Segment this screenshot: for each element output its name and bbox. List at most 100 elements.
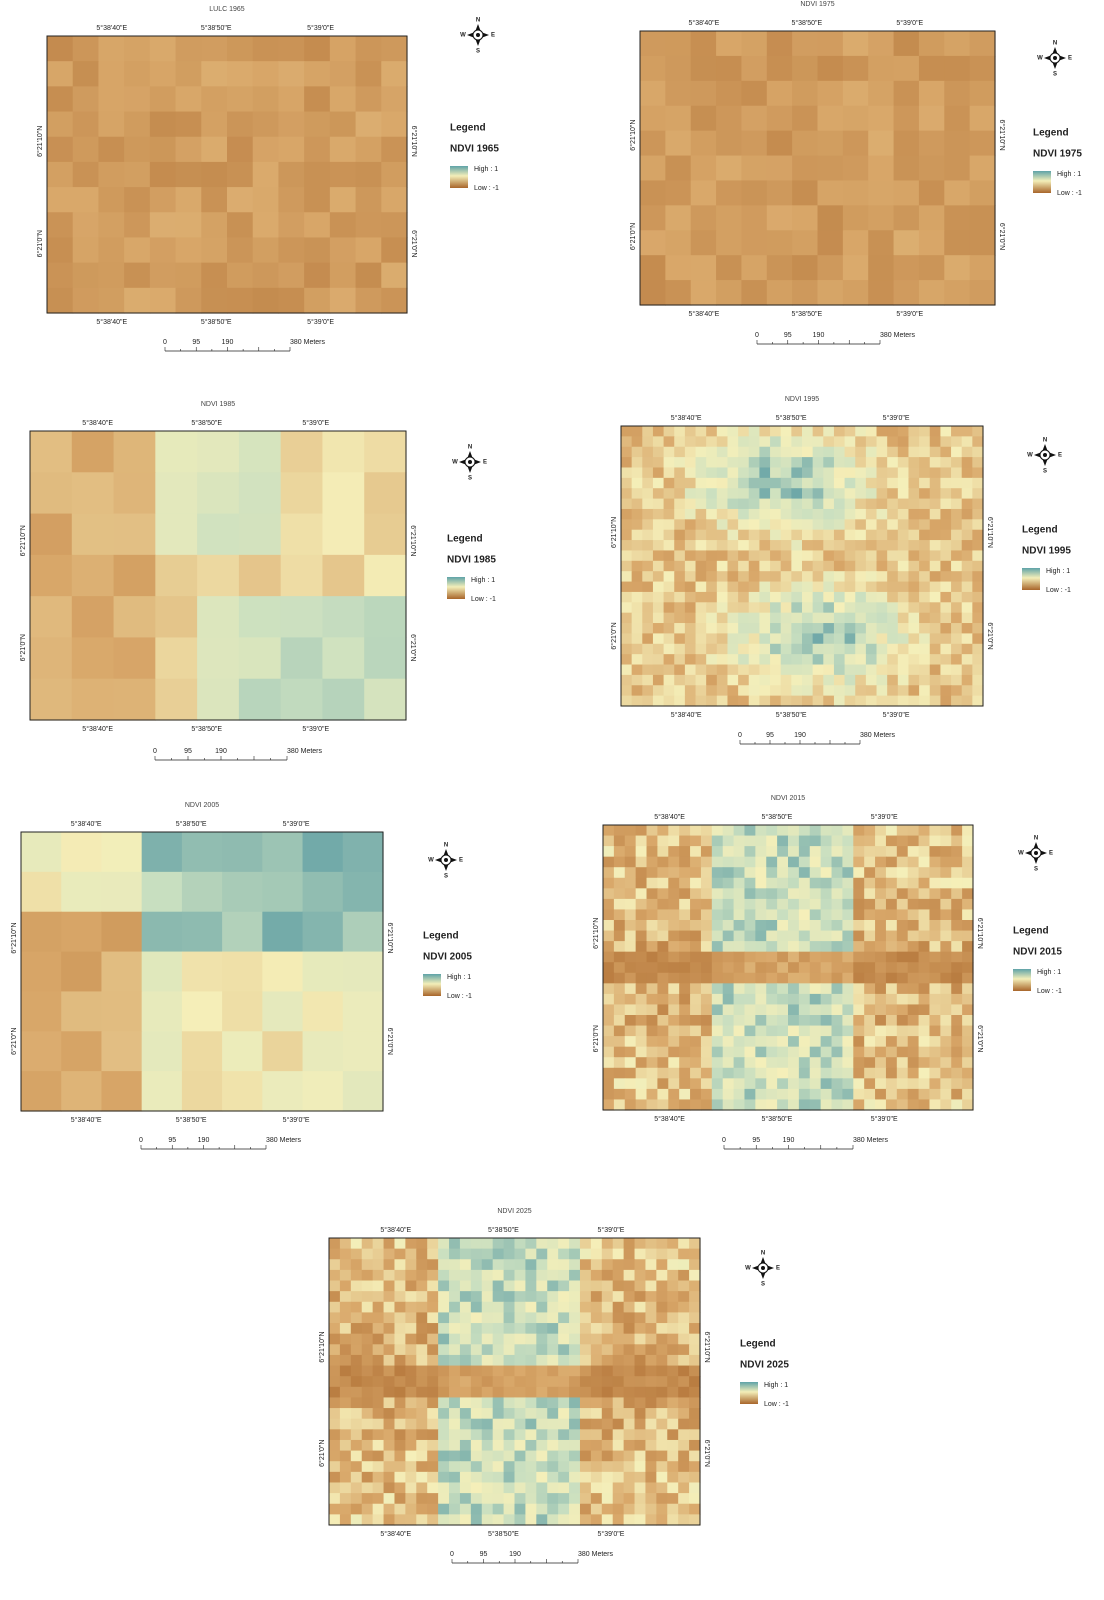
raster-cell bbox=[635, 1408, 647, 1419]
raster-cell bbox=[603, 1089, 614, 1100]
raster-cell bbox=[908, 994, 919, 1005]
raster-cell bbox=[515, 1270, 527, 1281]
raster-cell bbox=[898, 467, 909, 478]
raster-cell bbox=[791, 696, 802, 707]
raster-cell bbox=[717, 613, 728, 624]
raster-cell bbox=[799, 1057, 810, 1068]
raster-cell bbox=[799, 857, 810, 868]
raster-cell bbox=[394, 1249, 406, 1260]
raster-cell bbox=[962, 920, 973, 931]
raster-cell bbox=[929, 931, 940, 942]
raster-cell bbox=[818, 156, 844, 182]
raster-cell bbox=[834, 665, 845, 676]
raster-cell bbox=[685, 447, 696, 458]
raster-cell bbox=[640, 131, 666, 157]
raster-cell bbox=[580, 1419, 592, 1430]
raster-cell bbox=[427, 1376, 439, 1387]
raster-cell bbox=[645, 1451, 657, 1462]
raster-cell bbox=[351, 1270, 363, 1281]
raster-cell bbox=[749, 478, 760, 489]
raster-cell bbox=[712, 899, 723, 910]
raster-cell bbox=[253, 212, 279, 238]
scale-label: 95 bbox=[480, 1551, 488, 1558]
raster-cell bbox=[788, 941, 799, 952]
raster-cell bbox=[656, 1259, 668, 1270]
raster-cell bbox=[864, 857, 875, 868]
raster-cell bbox=[603, 846, 614, 857]
raster-cell bbox=[723, 825, 734, 836]
raster-cell bbox=[799, 1047, 810, 1058]
raster-cell bbox=[624, 1334, 636, 1345]
raster-cell bbox=[645, 1493, 657, 1504]
legend-name: NDVI 1965 bbox=[450, 144, 499, 155]
raster-cell bbox=[124, 137, 150, 163]
raster-cell bbox=[741, 205, 767, 231]
raster-cell bbox=[767, 131, 793, 157]
raster-cell bbox=[98, 187, 124, 213]
raster-cell bbox=[614, 994, 625, 1005]
raster-cell bbox=[898, 457, 909, 468]
raster-cell bbox=[330, 36, 356, 62]
raster-cell bbox=[330, 263, 356, 289]
raster-cell bbox=[150, 86, 176, 112]
raster-cell bbox=[329, 1472, 341, 1483]
raster-cell bbox=[384, 1408, 396, 1419]
raster-cell bbox=[734, 1047, 745, 1058]
raster-cell bbox=[951, 846, 962, 857]
raster-cell bbox=[866, 447, 877, 458]
raster-cell bbox=[645, 1419, 657, 1430]
raster-cell bbox=[262, 872, 303, 912]
raster-cell bbox=[951, 867, 962, 878]
raster-cell bbox=[664, 613, 675, 624]
raster-cell bbox=[668, 888, 679, 899]
scale-label: 380 Meters bbox=[290, 339, 326, 346]
raster-cell bbox=[515, 1376, 527, 1387]
raster-cell bbox=[21, 952, 62, 992]
raster-cell bbox=[150, 61, 176, 87]
raster-cell bbox=[744, 962, 755, 973]
raster-cell bbox=[685, 582, 696, 593]
raster-cell bbox=[877, 665, 888, 676]
raster-cell bbox=[679, 888, 690, 899]
raster-cell bbox=[525, 1419, 537, 1430]
raster-cell bbox=[373, 1249, 385, 1260]
raster-cell bbox=[823, 685, 834, 696]
raster-cell bbox=[864, 941, 875, 952]
raster-cell bbox=[340, 1429, 352, 1440]
raster-cell bbox=[940, 931, 951, 942]
raster-cell bbox=[799, 1068, 810, 1079]
raster-cell bbox=[727, 654, 738, 665]
raster-cell bbox=[696, 613, 707, 624]
raster-cell bbox=[853, 1015, 864, 1026]
raster-cell bbox=[749, 436, 760, 447]
raster-cell bbox=[635, 1419, 647, 1430]
raster-cell bbox=[832, 920, 843, 931]
raster-cell bbox=[908, 447, 919, 458]
raster-cell bbox=[674, 478, 685, 489]
raster-cell bbox=[482, 1355, 494, 1366]
raster-cell bbox=[845, 675, 856, 686]
raster-cell bbox=[613, 1249, 625, 1260]
raster-cell bbox=[940, 857, 951, 868]
raster-cell bbox=[919, 941, 930, 952]
raster-cell bbox=[114, 431, 156, 473]
raster-cell bbox=[766, 931, 777, 942]
raster-cell bbox=[962, 1026, 973, 1037]
raster-cell bbox=[381, 137, 407, 163]
raster-cell bbox=[222, 832, 263, 872]
raster-cell bbox=[690, 1078, 701, 1089]
raster-cell bbox=[929, 867, 940, 878]
compass-e: E bbox=[1049, 851, 1053, 857]
raster-cell bbox=[690, 1057, 701, 1068]
raster-cell bbox=[834, 436, 845, 447]
raster-cell bbox=[632, 592, 643, 603]
raster-cell bbox=[887, 654, 898, 665]
raster-cell bbox=[603, 931, 614, 942]
raster-cell bbox=[340, 1387, 352, 1398]
raster-cell bbox=[777, 1026, 788, 1037]
raster-cell bbox=[656, 1482, 668, 1493]
raster-cell bbox=[894, 180, 920, 206]
raster-cell bbox=[853, 1099, 864, 1110]
raster-cell bbox=[449, 1376, 461, 1387]
raster-cell bbox=[962, 1068, 973, 1079]
